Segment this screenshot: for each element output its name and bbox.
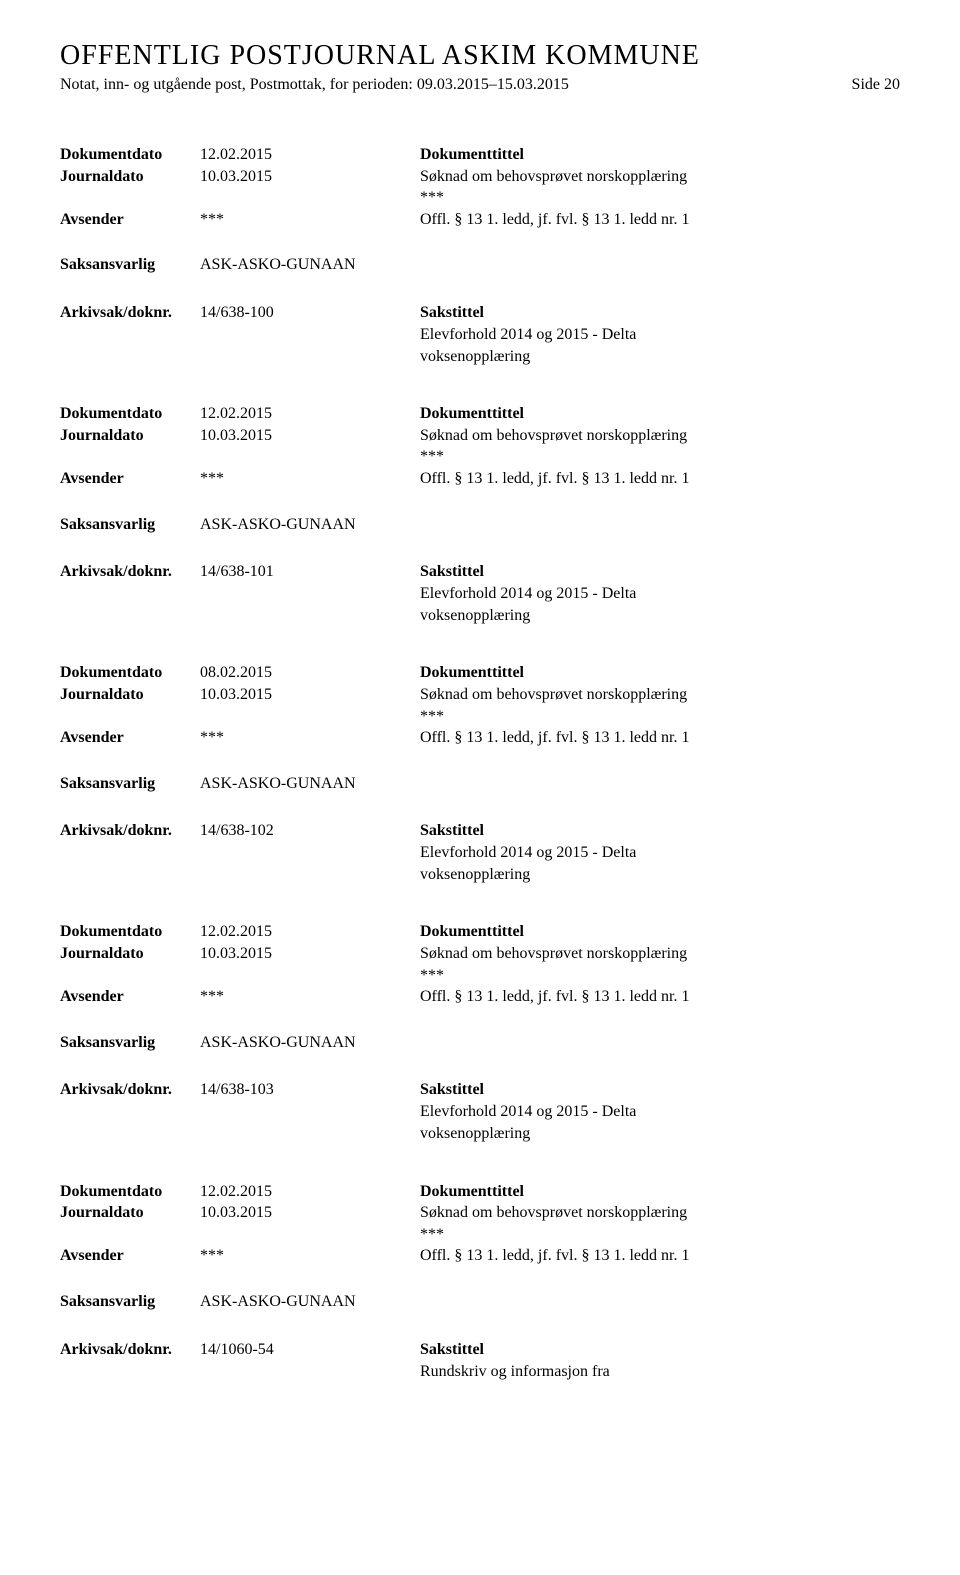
- header-subtitle: Notat, inn- og utgående post, Postmottak…: [60, 76, 569, 94]
- sakstittel-value: voksenopplæring: [420, 605, 900, 627]
- avsender-note: Offl. § 13 1. ledd, jf. fvl. § 13 1. led…: [420, 468, 900, 490]
- sakstittel-value: Elevforhold 2014 og 2015 - Delta: [420, 324, 900, 346]
- saksansvarlig-value: ASK-ASKO-GUNAAN: [200, 514, 420, 536]
- saksansvarlig-label: Saksansvarlig: [60, 1032, 200, 1054]
- avsender-value: ***: [200, 209, 420, 231]
- dokumentdato-label: Dokumentdato: [60, 921, 200, 943]
- dokumenttittel-value: ***: [420, 446, 900, 468]
- dokumentdato-value: 12.02.2015: [200, 403, 420, 425]
- dokumenttittel-value: Søknad om behovsprøvet norskopplæring: [420, 166, 900, 188]
- avsender-label: Avsender: [60, 986, 200, 1008]
- avsender-value: ***: [200, 727, 420, 749]
- journaldato-label: Journaldato: [60, 684, 200, 706]
- journaldato-value: 10.03.2015: [200, 1202, 420, 1224]
- sakstittel-value: Elevforhold 2014 og 2015 - Delta: [420, 842, 900, 864]
- journaldato-label: Journaldato: [60, 943, 200, 965]
- dokumenttittel-label: Dokumenttittel: [420, 144, 900, 166]
- avsender-note: Offl. § 13 1. ledd, jf. fvl. § 13 1. led…: [420, 209, 900, 231]
- saksansvarlig-value: ASK-ASKO-GUNAAN: [200, 1291, 420, 1313]
- arkivsak-label: Arkivsak/doknr.: [60, 563, 200, 581]
- journal-entry: Dokumentdato12.02.2015Dokumenttittel Jour…: [60, 1181, 900, 1383]
- arkivsak-row: Arkivsak/doknr.14/638-102Sakstittel: [60, 822, 900, 840]
- page-title: OFFENTLIG POSTJOURNAL ASKIM KOMMUNE: [60, 40, 900, 72]
- arkivsak-row: Arkivsak/doknr.14/1060-54Sakstittel: [60, 1341, 900, 1359]
- journaldato-label: Journaldato: [60, 166, 200, 188]
- avsender-label: Avsender: [60, 468, 200, 490]
- arkivsak-label: Arkivsak/doknr.: [60, 1081, 200, 1099]
- dokumenttittel-value: Søknad om behovsprøvet norskopplæring: [420, 684, 900, 706]
- sakstittel-value: Elevforhold 2014 og 2015 - Delta: [420, 1101, 900, 1123]
- dokumenttittel-value: ***: [420, 706, 900, 728]
- journaldato-label: Journaldato: [60, 425, 200, 447]
- page-number: Side 20: [852, 76, 900, 94]
- avsender-note: Offl. § 13 1. ledd, jf. fvl. § 13 1. led…: [420, 1245, 900, 1267]
- dokumentdato-label: Dokumentdato: [60, 1181, 200, 1203]
- saksansvarlig-value: ASK-ASKO-GUNAAN: [200, 1032, 420, 1054]
- arkivsak-label: Arkivsak/doknr.: [60, 1341, 200, 1359]
- avsender-note: Offl. § 13 1. ledd, jf. fvl. § 13 1. led…: [420, 727, 900, 749]
- dokumenttittel-value: Søknad om behovsprøvet norskopplæring: [420, 1202, 900, 1224]
- arkivsak-row: Arkivsak/doknr.14/638-101Sakstittel: [60, 563, 900, 581]
- dokumenttittel-label: Dokumenttittel: [420, 1181, 900, 1203]
- dokumentdato-value: 08.02.2015: [200, 662, 420, 684]
- dokumenttittel-value: Søknad om behovsprøvet norskopplæring: [420, 943, 900, 965]
- dokumenttittel-value: Søknad om behovsprøvet norskopplæring: [420, 425, 900, 447]
- header-row: Notat, inn- og utgående post, Postmottak…: [60, 76, 900, 94]
- journal-entry: Dokumentdato12.02.2015Dokumenttittel Jour…: [60, 144, 900, 367]
- saksansvarlig-value: ASK-ASKO-GUNAAN: [200, 773, 420, 795]
- dokumentdato-label: Dokumentdato: [60, 662, 200, 684]
- sakstittel-value: voksenopplæring: [420, 346, 900, 368]
- avsender-value: ***: [200, 986, 420, 1008]
- sakstittel-value: Elevforhold 2014 og 2015 - Delta: [420, 583, 900, 605]
- arkivsak-row: Arkivsak/doknr.14/638-103Sakstittel: [60, 1081, 900, 1099]
- arkivsak-label: Arkivsak/doknr.: [60, 304, 200, 322]
- dokumentdato-label: Dokumentdato: [60, 144, 200, 166]
- sakstittel-label: Sakstittel: [420, 563, 484, 580]
- avsender-value: ***: [200, 468, 420, 490]
- avsender-value: ***: [200, 1245, 420, 1267]
- dokumenttittel-value: ***: [420, 965, 900, 987]
- journal-entry: Dokumentdato12.02.2015Dokumenttittel Jour…: [60, 921, 900, 1144]
- dokumentdato-label: Dokumentdato: [60, 403, 200, 425]
- dokumenttittel-label: Dokumenttittel: [420, 921, 900, 943]
- saksansvarlig-value: ASK-ASKO-GUNAAN: [200, 254, 420, 276]
- avsender-label: Avsender: [60, 727, 200, 749]
- arkivsak-value: 14/638-102: [200, 822, 420, 840]
- journal-entry: Dokumentdato12.02.2015Dokumenttittel Jour…: [60, 403, 900, 626]
- dokumenttittel-value: ***: [420, 187, 900, 209]
- dokumentdato-value: 12.02.2015: [200, 921, 420, 943]
- saksansvarlig-label: Saksansvarlig: [60, 773, 200, 795]
- journaldato-value: 10.03.2015: [200, 943, 420, 965]
- sakstittel-value: voksenopplæring: [420, 864, 900, 886]
- arkivsak-value: 14/638-100: [200, 304, 420, 322]
- journaldato-value: 10.03.2015: [200, 684, 420, 706]
- sakstittel-value: Rundskriv og informasjon fra: [420, 1361, 900, 1383]
- sakstittel-label: Sakstittel: [420, 1081, 484, 1098]
- sakstittel-label: Sakstittel: [420, 1341, 484, 1358]
- sakstittel-label: Sakstittel: [420, 822, 484, 839]
- dokumenttittel-value: ***: [420, 1224, 900, 1246]
- journaldato-label: Journaldato: [60, 1202, 200, 1224]
- arkivsak-value: 14/638-101: [200, 563, 420, 581]
- avsender-label: Avsender: [60, 209, 200, 231]
- sakstittel-label: Sakstittel: [420, 304, 484, 321]
- arkivsak-value: 14/1060-54: [200, 1341, 420, 1359]
- dokumenttittel-label: Dokumenttittel: [420, 403, 900, 425]
- dokumenttittel-label: Dokumenttittel: [420, 662, 900, 684]
- arkivsak-row: Arkivsak/doknr.14/638-100Sakstittel: [60, 304, 900, 322]
- saksansvarlig-label: Saksansvarlig: [60, 1291, 200, 1313]
- saksansvarlig-label: Saksansvarlig: [60, 514, 200, 536]
- journaldato-value: 10.03.2015: [200, 425, 420, 447]
- sakstittel-value: voksenopplæring: [420, 1123, 900, 1145]
- journal-entry: Dokumentdato08.02.2015Dokumenttittel Jour…: [60, 662, 900, 885]
- saksansvarlig-label: Saksansvarlig: [60, 254, 200, 276]
- dokumentdato-value: 12.02.2015: [200, 144, 420, 166]
- journaldato-value: 10.03.2015: [200, 166, 420, 188]
- avsender-label: Avsender: [60, 1245, 200, 1267]
- arkivsak-label: Arkivsak/doknr.: [60, 822, 200, 840]
- avsender-note: Offl. § 13 1. ledd, jf. fvl. § 13 1. led…: [420, 986, 900, 1008]
- arkivsak-value: 14/638-103: [200, 1081, 420, 1099]
- dokumentdato-value: 12.02.2015: [200, 1181, 420, 1203]
